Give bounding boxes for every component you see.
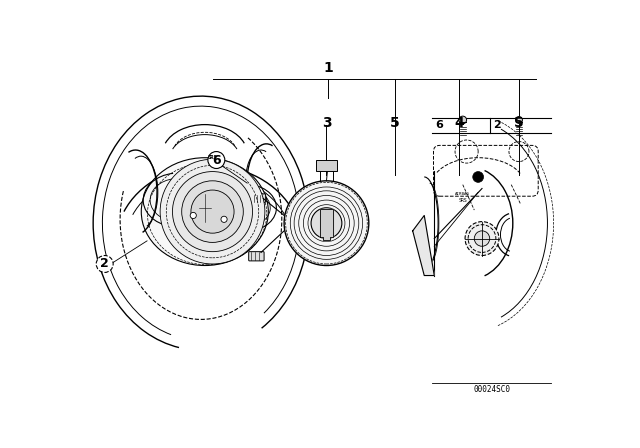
FancyBboxPatch shape [316,160,337,171]
Circle shape [284,181,369,266]
Circle shape [311,208,342,238]
Circle shape [160,159,265,264]
Circle shape [465,222,499,255]
Circle shape [190,212,196,219]
Text: 00024SC0: 00024SC0 [473,385,510,394]
Circle shape [474,231,490,246]
Text: SRS: SRS [458,198,467,202]
Polygon shape [320,209,333,240]
Circle shape [459,116,467,124]
Text: 6: 6 [212,154,221,167]
Circle shape [221,216,227,222]
Circle shape [96,255,113,272]
FancyBboxPatch shape [249,252,264,261]
Ellipse shape [141,158,268,266]
Text: 6: 6 [436,121,444,130]
Text: AIRBAG: AIRBAG [455,192,470,196]
Text: 3: 3 [322,116,332,130]
Polygon shape [413,215,435,276]
Text: 2: 2 [493,121,501,130]
Text: 5: 5 [390,116,400,130]
Circle shape [473,172,484,182]
Text: 1: 1 [323,60,333,75]
Circle shape [182,181,243,242]
Text: 2: 2 [100,258,109,271]
Text: 4: 4 [454,116,464,130]
FancyBboxPatch shape [252,194,266,202]
Text: 5: 5 [514,116,524,130]
Text: SRS: SRS [207,155,218,160]
Circle shape [191,190,234,233]
Circle shape [208,151,225,168]
Circle shape [515,116,522,124]
Circle shape [172,172,253,252]
